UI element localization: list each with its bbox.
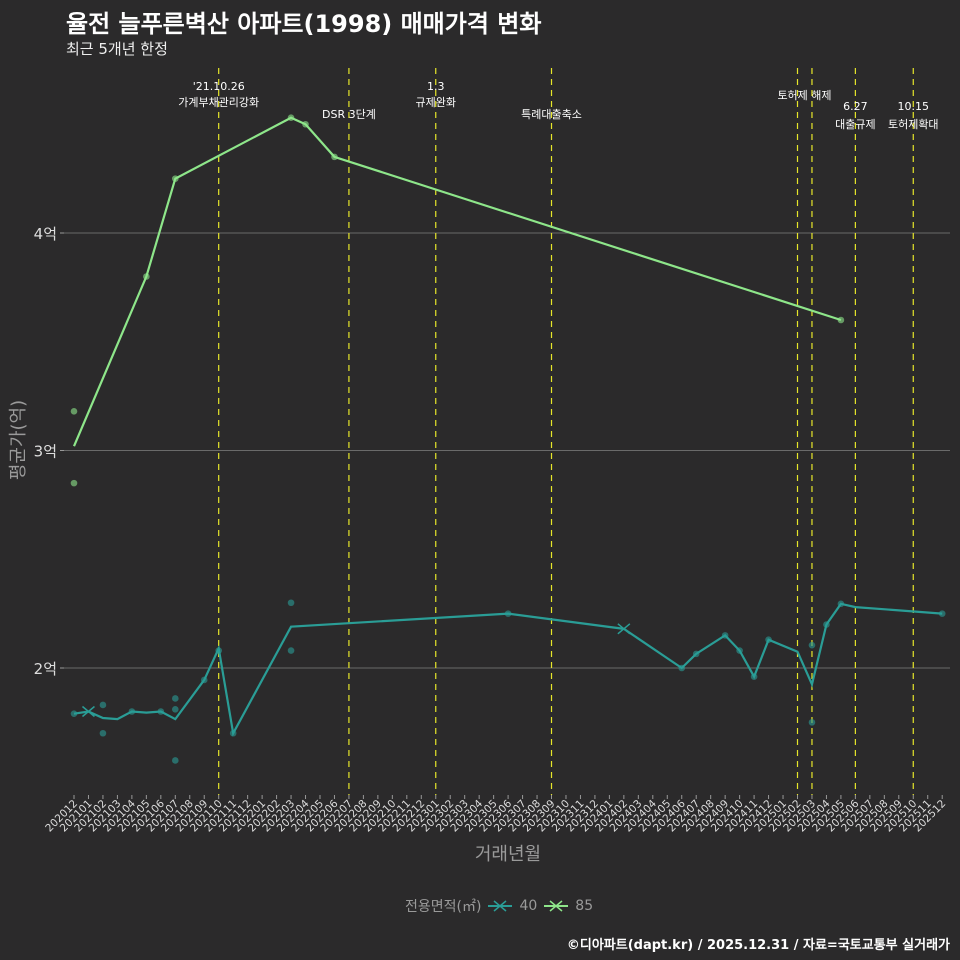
data-point-40 (504, 610, 512, 617)
event-label: 규제완화 (416, 96, 456, 109)
data-point-40 (837, 600, 845, 608)
series-line-85 (72, 116, 842, 447)
data-point-40 (200, 676, 208, 684)
cross-marker-40 (81, 705, 95, 718)
data-point-40 (750, 673, 758, 680)
data-point-40 (808, 641, 816, 649)
y-tick-label: 4억 (34, 225, 57, 243)
data-point-40 (70, 710, 78, 717)
legend: 전용면적(㎡) 40 85 (405, 896, 593, 916)
data-point-40 (229, 729, 237, 737)
y-tick-label: 2억 (34, 660, 57, 678)
data-point-40 (157, 708, 165, 715)
data-point-85 (331, 153, 338, 161)
event-label: 10.15 (898, 100, 930, 113)
event-label: DSR 3단계 (322, 108, 376, 121)
y-tick-label: 3억 (34, 443, 57, 461)
data-point-40 (823, 621, 830, 628)
data-point-85 (302, 120, 309, 128)
event-label: 대출규제 (835, 118, 875, 131)
event-label: 토허제확대 (888, 118, 939, 131)
data-point-40 (99, 701, 107, 709)
data-point-40 (287, 599, 295, 607)
data-point-40 (287, 647, 295, 654)
event-label: 특례대출축소 (521, 108, 582, 121)
data-point-40 (765, 636, 772, 644)
source-caption: ©디아파트(dapt.kr) / 2025.12.31 / 자료=국토교통부 실… (566, 938, 950, 953)
cross-marker-40 (617, 623, 631, 635)
data-point-40 (128, 708, 136, 715)
legend-key-40 (488, 900, 513, 912)
data-point-40 (171, 757, 179, 764)
event-label: 토허제 해제 (777, 88, 831, 102)
event-label: 6.27 (843, 100, 868, 113)
chart-title: 율전 늘푸른벽산 아파트(1998) 매매가격 변화 (66, 10, 542, 38)
data-point-40 (215, 647, 222, 654)
data-point-40 (808, 719, 816, 726)
data-point-85 (837, 316, 845, 324)
event-label: '21.10.26 (193, 80, 245, 93)
chart-subtitle: 최근 5개년 한정 (66, 40, 168, 58)
y-axis-title: 평균가(억) (8, 400, 29, 480)
legend-label-85: 85 (575, 898, 594, 914)
data-point-40 (171, 706, 179, 713)
event-label: 1.3 (427, 80, 445, 93)
data-point-40 (692, 650, 700, 658)
legend-label-40: 40 (519, 898, 538, 914)
data-point-85 (287, 114, 295, 122)
data-point-40 (99, 729, 107, 737)
data-point-85 (171, 175, 179, 182)
data-point-40 (171, 695, 179, 702)
data-point-85 (70, 479, 78, 487)
x-axis-title: 거래년월 (475, 844, 541, 865)
data-point-40 (938, 610, 946, 617)
data-point-85 (143, 273, 150, 280)
data-point-40 (678, 664, 686, 672)
data-point-40 (736, 647, 743, 654)
legend-key-85 (544, 900, 569, 912)
legend-title: 전용면적(㎡) (405, 899, 482, 915)
event-label: 가계부채관리강화 (178, 96, 259, 109)
data-point-40 (721, 632, 729, 639)
data-point-85 (70, 408, 78, 415)
